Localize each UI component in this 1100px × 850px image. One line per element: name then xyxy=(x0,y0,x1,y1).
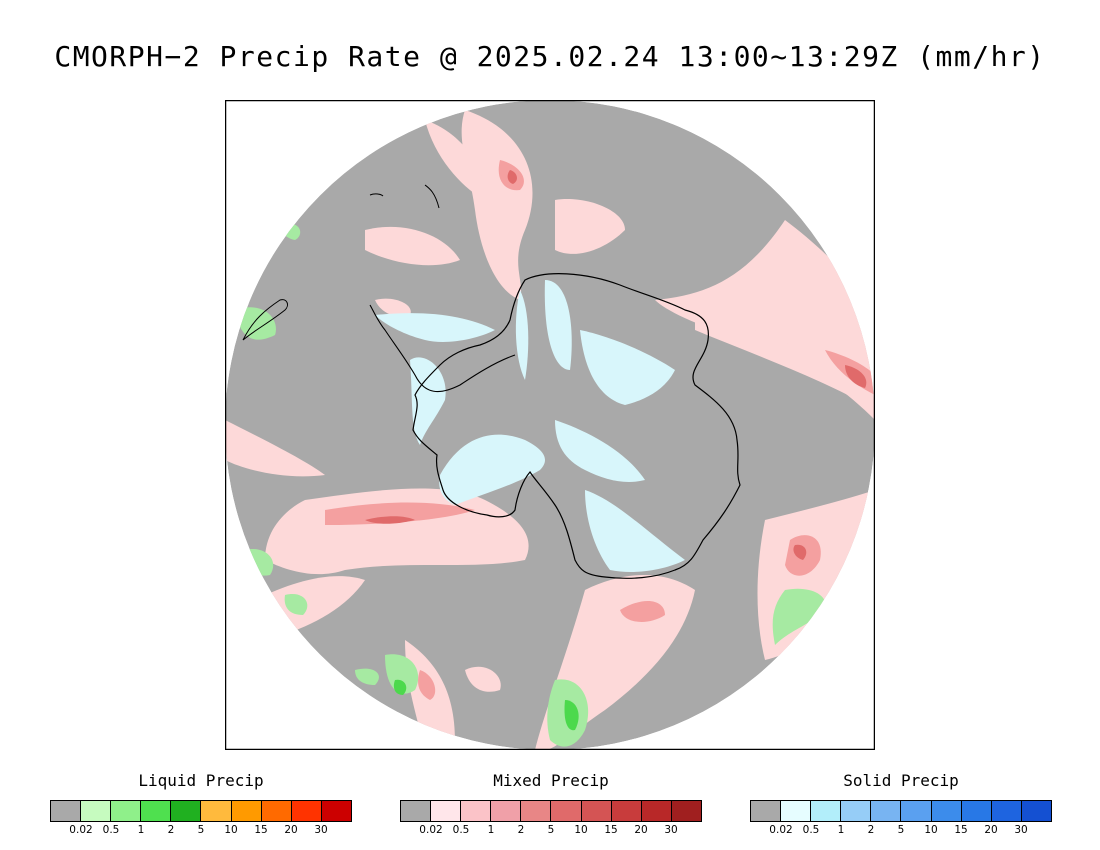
colorbar-tick-label: 10 xyxy=(574,824,588,836)
legend-solid: Solid Precip 0.02 0.5 1 2 5 10 15 20 30 xyxy=(750,770,1052,838)
colorbar-swatch xyxy=(991,801,1022,821)
colorbar-tick-label: 15 xyxy=(604,824,618,836)
south-georgia-islands xyxy=(369,184,440,209)
colorbar-swatch xyxy=(461,801,492,821)
colorbar-swatch xyxy=(491,801,522,821)
colorbar-tick-label: 1 xyxy=(487,824,495,836)
colorbar-swatch xyxy=(171,801,202,821)
colorbar-swatch xyxy=(671,801,701,821)
antarctica-coastline xyxy=(412,273,741,579)
colorbar-swatch xyxy=(81,801,112,821)
map-title: CMORPH−2 Precip Rate @ 2025.02.24 13:00~… xyxy=(54,40,1046,73)
liquid-precip-regions xyxy=(235,223,826,747)
colorbar-swatch xyxy=(641,801,672,821)
colorbar-tick-label: 10 xyxy=(924,824,938,836)
colorbar-ticks-liquid: 0.02 0.5 1 2 5 10 15 20 30 xyxy=(50,822,352,838)
colorbar-ticks-mixed: 0.02 0.5 1 2 5 10 15 20 30 xyxy=(400,822,702,838)
colorbar-swatch xyxy=(201,801,232,821)
colorbar-swatch xyxy=(931,801,962,821)
colorbar-swatch xyxy=(581,801,612,821)
colorbar-tick-label: 5 xyxy=(547,824,555,836)
colorbar-mixed xyxy=(400,800,702,822)
colorbar-swatch xyxy=(291,801,322,821)
legend-title-mixed: Mixed Precip xyxy=(493,771,609,790)
colorbar-tick-label: 30 xyxy=(1014,824,1028,836)
colorbar-tick-label: 10 xyxy=(224,824,238,836)
colorbar-tick-label: 0.02 xyxy=(419,824,443,836)
colorbar-swatch xyxy=(961,801,992,821)
colorbar-tick-label: 20 xyxy=(284,824,298,836)
colorbar-solid xyxy=(750,800,1052,822)
colorbar-swatch xyxy=(751,801,782,821)
precip-field xyxy=(225,100,875,750)
colorbar-ticks-solid: 0.02 0.5 1 2 5 10 15 20 30 xyxy=(750,822,1052,838)
colorbar-swatch xyxy=(1021,801,1051,821)
colorbar-tick-label: 15 xyxy=(954,824,968,836)
no-precip-area xyxy=(225,100,875,750)
colorbar-tick-label: 0.5 xyxy=(452,824,470,836)
colorbar-tick-label: 15 xyxy=(254,824,268,836)
precip-map[interactable] xyxy=(225,100,875,750)
legend-title-solid: Solid Precip xyxy=(843,771,959,790)
colorbar-tick-label: 1 xyxy=(837,824,845,836)
map-border xyxy=(225,100,875,750)
colorbar-tick-label: 5 xyxy=(197,824,205,836)
south-america-coastline xyxy=(242,299,288,341)
colorbar-tick-label: 0.02 xyxy=(769,824,793,836)
colorbar-tick-label: 30 xyxy=(664,824,678,836)
colorbar-swatch xyxy=(111,801,142,821)
colorbar-tick-label: 20 xyxy=(984,824,998,836)
colorbar-tick-label: 5 xyxy=(897,824,905,836)
antarctic-peninsula xyxy=(369,304,516,393)
colorbar-swatch xyxy=(231,801,262,821)
colorbar-tick-label: 1 xyxy=(137,824,145,836)
colorbar-tick-label: 0.5 xyxy=(102,824,120,836)
colorbar-liquid xyxy=(50,800,352,822)
colorbar-tick-label: 0.5 xyxy=(802,824,820,836)
colorbar-swatch xyxy=(781,801,812,821)
colorbar-swatch xyxy=(51,801,82,821)
colorbar-swatch xyxy=(431,801,462,821)
colorbar-swatch xyxy=(321,801,351,821)
colorbar-swatch xyxy=(141,801,172,821)
colorbar-tick-label: 30 xyxy=(314,824,328,836)
colorbar-tick-label: 2 xyxy=(517,824,525,836)
colorbar-swatch xyxy=(811,801,842,821)
colorbar-tick-label: 20 xyxy=(634,824,648,836)
colorbar-tick-label: 0.02 xyxy=(69,824,93,836)
colorbar-tick-label: 2 xyxy=(867,824,875,836)
colorbar-swatch xyxy=(401,801,432,821)
mixed-precip-strong xyxy=(365,170,867,560)
colorbar-tick-label: 2 xyxy=(167,824,175,836)
colorbar-swatch xyxy=(261,801,292,821)
colorbar-swatch xyxy=(551,801,582,821)
colorbar-swatch xyxy=(611,801,642,821)
legend-mixed: Mixed Precip 0.02 0.5 1 2 5 10 15 20 30 xyxy=(400,770,702,838)
solid-precip-regions xyxy=(375,280,685,572)
polar-stereographic-map xyxy=(225,100,875,750)
colorbar-swatch xyxy=(521,801,552,821)
colorbar-swatch xyxy=(841,801,872,821)
liquid-precip-moderate xyxy=(393,679,579,731)
colorbar-swatch xyxy=(871,801,902,821)
legend-title-liquid: Liquid Precip xyxy=(138,771,264,790)
colorbar-swatch xyxy=(901,801,932,821)
legend-liquid: Liquid Precip 0.02 0.5 1 2 5 10 15 20 30 xyxy=(50,770,352,838)
